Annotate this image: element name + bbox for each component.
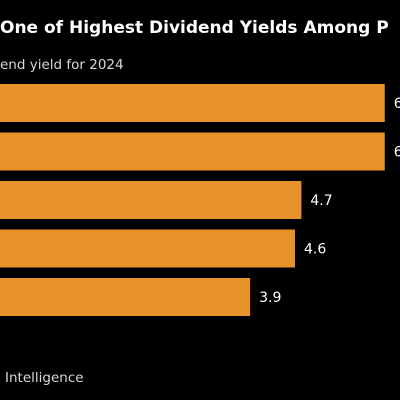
bar-3 [0, 229, 295, 268]
bar-2 [0, 181, 302, 219]
source-note: Intelligence [5, 370, 84, 386]
bar-4 [0, 278, 251, 316]
chart-title: One of Highest Dividend Yields Among P [0, 18, 389, 38]
bar-value-label-0: 6 [394, 96, 400, 112]
bar-value-label-1: 6 [394, 145, 400, 161]
chart-subtitle: end yield for 2024 [0, 57, 124, 73]
bar-value-label-3: 4.6 [304, 242, 326, 258]
bar-0 [0, 84, 385, 122]
bar-value-label-4: 3.9 [259, 290, 281, 306]
bar-1 [0, 132, 385, 171]
bar-value-label-2: 4.7 [310, 193, 332, 209]
